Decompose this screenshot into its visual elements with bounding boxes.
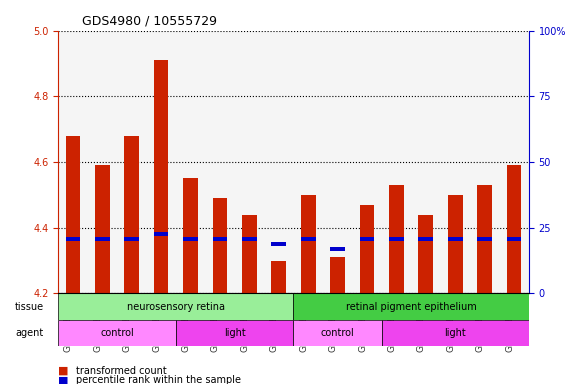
Text: retinal pigment epithelium: retinal pigment epithelium: [346, 301, 476, 311]
Text: GDS4980 / 10555729: GDS4980 / 10555729: [82, 15, 217, 28]
Bar: [271, 260, 286, 293]
Bar: [389, 237, 404, 241]
Bar: [154, 60, 168, 293]
Bar: [478, 185, 492, 293]
Bar: [124, 136, 139, 293]
Bar: [124, 237, 139, 241]
Bar: [66, 237, 80, 241]
Text: light: light: [224, 328, 246, 338]
Bar: [360, 205, 374, 293]
Bar: [95, 165, 110, 293]
Text: agent: agent: [15, 328, 44, 338]
FancyBboxPatch shape: [293, 293, 529, 319]
Bar: [213, 237, 227, 241]
Bar: [389, 185, 404, 293]
FancyBboxPatch shape: [382, 319, 529, 346]
Bar: [418, 215, 433, 293]
Bar: [360, 237, 374, 241]
Bar: [507, 237, 521, 241]
Bar: [301, 195, 315, 293]
Bar: [271, 242, 286, 246]
Bar: [242, 237, 257, 241]
Bar: [213, 198, 227, 293]
Bar: [448, 237, 462, 241]
Text: neurosensory retina: neurosensory retina: [127, 301, 225, 311]
Text: transformed count: transformed count: [76, 366, 166, 376]
Bar: [418, 237, 433, 241]
Bar: [66, 136, 80, 293]
Bar: [242, 215, 257, 293]
FancyBboxPatch shape: [176, 319, 293, 346]
FancyBboxPatch shape: [58, 293, 293, 319]
Bar: [301, 237, 315, 241]
FancyBboxPatch shape: [293, 319, 382, 346]
Text: tissue: tissue: [15, 301, 44, 311]
Bar: [507, 165, 521, 293]
Text: control: control: [100, 328, 134, 338]
Bar: [154, 232, 168, 235]
FancyBboxPatch shape: [58, 319, 176, 346]
Text: ■: ■: [58, 366, 69, 376]
Text: percentile rank within the sample: percentile rank within the sample: [76, 375, 241, 384]
Bar: [183, 179, 198, 293]
Text: light: light: [444, 328, 466, 338]
Bar: [330, 257, 345, 293]
Bar: [95, 237, 110, 241]
Bar: [330, 247, 345, 252]
Bar: [448, 195, 462, 293]
Bar: [478, 237, 492, 241]
Text: control: control: [321, 328, 354, 338]
Text: ■: ■: [58, 375, 69, 384]
Bar: [183, 237, 198, 241]
